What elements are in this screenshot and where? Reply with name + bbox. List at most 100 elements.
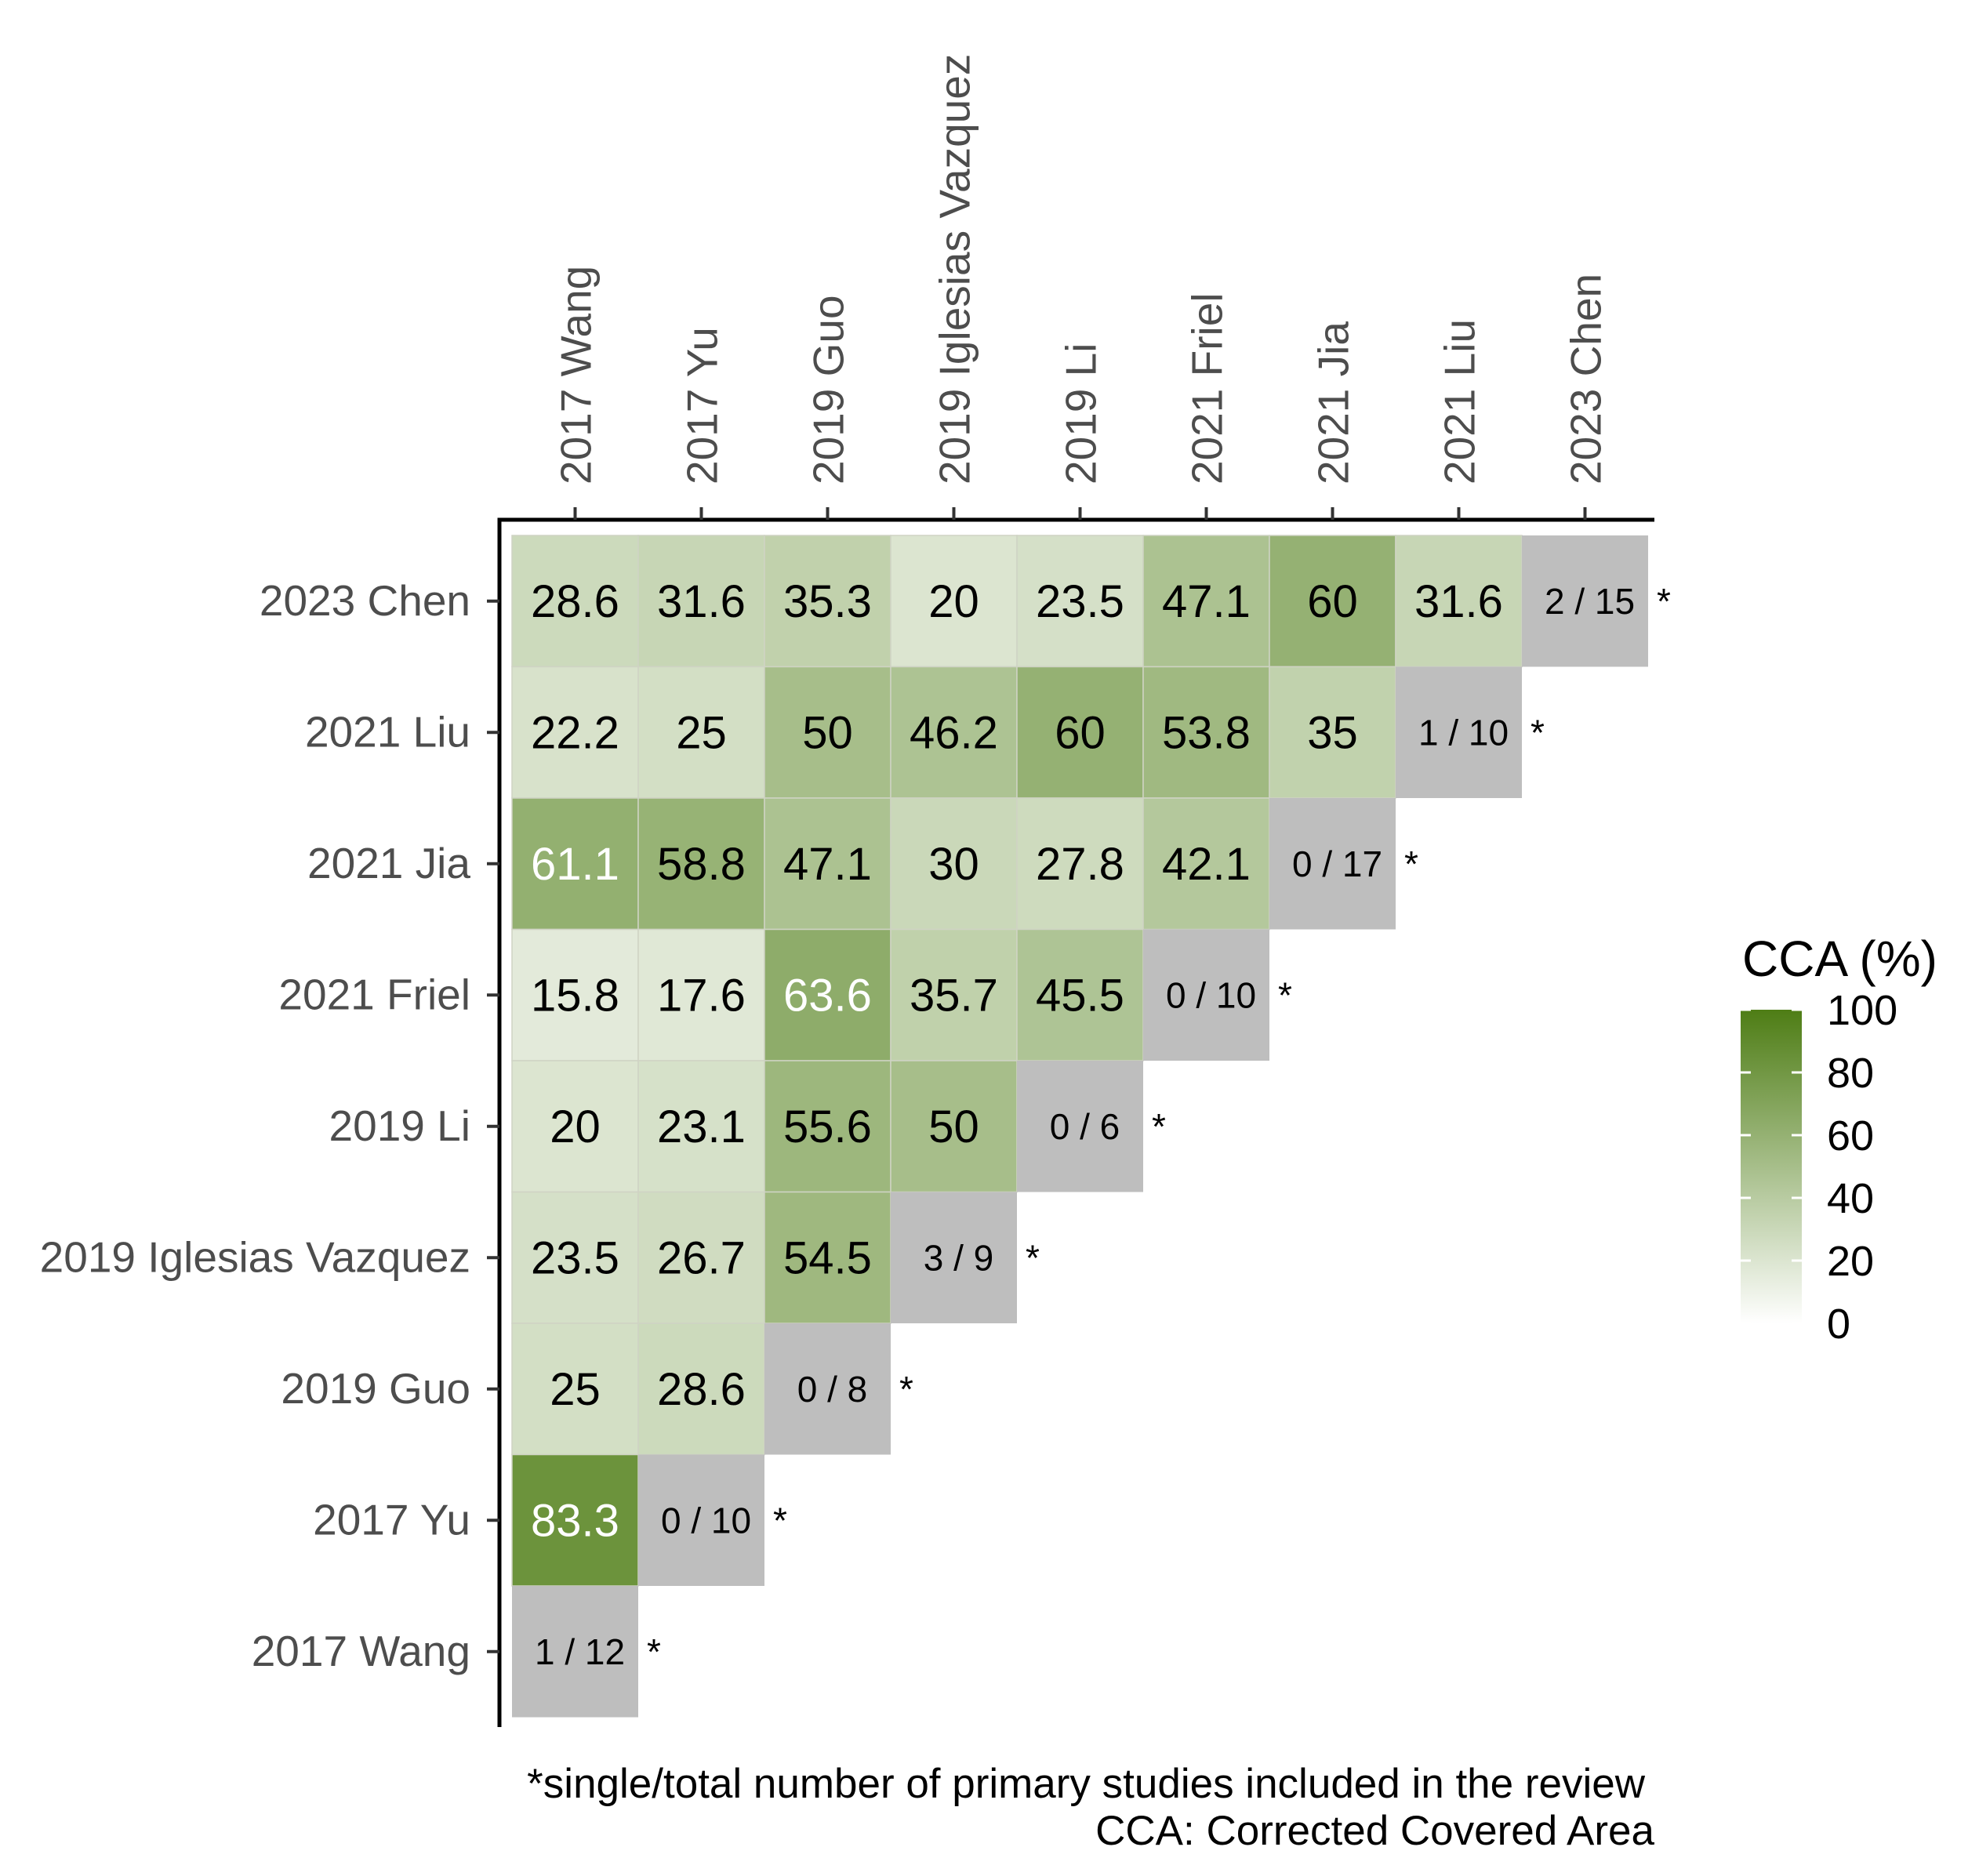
cell-value-label: 35.3 bbox=[783, 576, 872, 627]
y-tick-label: 2019 Iglesias Vazquez bbox=[40, 1232, 470, 1281]
diagonal-count-label: 0 / 17 bbox=[1292, 844, 1382, 884]
diagonal-asterisk: * bbox=[1404, 844, 1418, 884]
heatmap-cell bbox=[511, 928, 639, 1061]
heatmap-cell bbox=[764, 928, 891, 1061]
x-tick-label: 2017 Wang bbox=[552, 266, 601, 484]
heatmap-cell bbox=[511, 1323, 639, 1456]
heatmap-cell bbox=[511, 535, 639, 668]
legend-tick-label: 60 bbox=[1827, 1112, 1874, 1159]
diagonal-asterisk: * bbox=[647, 1631, 661, 1672]
diagonal-asterisk: * bbox=[1026, 1237, 1040, 1278]
heatmap-cell bbox=[890, 666, 1018, 799]
heatmap-cells bbox=[511, 535, 1648, 1718]
diagonal-cell bbox=[1522, 535, 1648, 667]
diagonal-cell bbox=[638, 1454, 764, 1586]
cell-value-label: 50 bbox=[802, 707, 853, 758]
cell-value-label: 30 bbox=[928, 839, 979, 890]
heatmap-cell bbox=[637, 797, 765, 931]
cell-value-label: 27.8 bbox=[1036, 839, 1124, 890]
diagonal-count-label: 0 / 10 bbox=[1166, 974, 1256, 1015]
color-legend: CCA (%)100 80 60 40 20 0 bbox=[1741, 931, 1937, 1348]
footnotes: *single/total number of primary studies … bbox=[527, 1761, 1654, 1854]
heatmap-cell bbox=[764, 1191, 891, 1324]
cell-labels: 28.6 31.6 35.3 20 23.5 47.1 60 31.6 2 / 15 * 22.2 2… bbox=[531, 576, 1671, 1672]
cell-value-label: 50 bbox=[928, 1101, 979, 1152]
cell-value-label: 23.5 bbox=[1036, 576, 1124, 627]
diagonal-asterisk: * bbox=[899, 1369, 913, 1410]
legend-colorbar bbox=[1741, 1010, 1802, 1323]
legend-tick-label: 40 bbox=[1827, 1175, 1874, 1222]
diagonal-asterisk: * bbox=[1531, 712, 1545, 753]
cell-value-label: 60 bbox=[1055, 707, 1106, 758]
diagonal-asterisk: * bbox=[1278, 974, 1292, 1015]
cell-value-label: 42.1 bbox=[1162, 839, 1251, 890]
diagonal-count-label: 1 / 12 bbox=[535, 1631, 625, 1672]
heatmap-cell bbox=[637, 928, 765, 1061]
footnote-single-total: *single/total number of primary studies … bbox=[527, 1761, 1646, 1807]
cell-value-label: 61.1 bbox=[531, 839, 619, 890]
cell-value-label: 58.8 bbox=[657, 839, 746, 890]
diagonal-cell bbox=[1269, 798, 1396, 930]
diagonal-count-label: 2 / 15 bbox=[1545, 581, 1635, 622]
cell-value-label: 46.2 bbox=[910, 707, 998, 758]
cell-value-label: 63.6 bbox=[783, 970, 872, 1021]
diagonal-count-label: 3 / 9 bbox=[924, 1237, 994, 1278]
y-tick-label: 2023 Chen bbox=[260, 576, 470, 625]
heatmap-cell bbox=[1269, 666, 1396, 799]
cell-value-label: 20 bbox=[928, 576, 979, 627]
x-tick-label: 2019 Li bbox=[1057, 343, 1106, 484]
diagonal-cell bbox=[1396, 666, 1522, 798]
diagonal-count-label: 1 / 10 bbox=[1418, 712, 1509, 753]
y-tick-label: 2017 Yu bbox=[313, 1495, 470, 1544]
diagonal-count-label: 0 / 8 bbox=[797, 1369, 868, 1410]
x-tick-label: 2017 Yu bbox=[678, 327, 727, 484]
legend-tick-label: 0 bbox=[1827, 1301, 1850, 1348]
x-tick-label: 2019 Iglesias Vazquez bbox=[931, 54, 979, 484]
x-tick-label: 2021 Friel bbox=[1183, 292, 1232, 484]
x-tick-label: 2021 Jia bbox=[1309, 321, 1358, 484]
heatmap-cell bbox=[637, 666, 765, 799]
cell-value-label: 35 bbox=[1307, 707, 1358, 758]
diagonal-asterisk: * bbox=[1657, 581, 1671, 622]
heatmap-cell bbox=[890, 928, 1018, 1061]
cell-value-label: 22.2 bbox=[531, 707, 619, 758]
heatmap-cell bbox=[1395, 535, 1523, 668]
cell-value-label: 25 bbox=[676, 707, 727, 758]
legend-title: CCA (%) bbox=[1742, 931, 1937, 987]
heatmap-cell bbox=[637, 535, 765, 668]
heatmap-cell bbox=[511, 1060, 639, 1193]
cell-value-label: 35.7 bbox=[910, 970, 998, 1021]
heatmap-cell bbox=[511, 1453, 639, 1587]
x-tick-label: 2019 Guo bbox=[804, 295, 853, 484]
heatmap-cell bbox=[764, 535, 891, 668]
diagonal-count-label: 0 / 6 bbox=[1050, 1106, 1120, 1147]
legend-tick-label: 80 bbox=[1827, 1050, 1874, 1097]
heatmap-cell bbox=[1142, 666, 1270, 799]
diagonal-cell bbox=[1143, 929, 1269, 1061]
cell-value-label: 47.1 bbox=[1162, 576, 1251, 627]
cell-value-label: 45.5 bbox=[1036, 970, 1124, 1021]
cell-value-label: 54.5 bbox=[783, 1232, 872, 1283]
cell-value-label: 60 bbox=[1307, 576, 1358, 627]
y-tick-label: 2021 Friel bbox=[278, 970, 470, 1018]
cell-value-label: 23.1 bbox=[657, 1101, 746, 1152]
diagonal-cell bbox=[1017, 1061, 1143, 1192]
heatmap-cell bbox=[890, 535, 1018, 668]
footnote-cca-definition: CCA: Corrected Covered Area bbox=[1095, 1808, 1654, 1854]
y-tick-label: 2019 Guo bbox=[281, 1364, 470, 1413]
cell-value-label: 53.8 bbox=[1162, 707, 1251, 758]
cell-value-label: 47.1 bbox=[783, 839, 872, 890]
cell-value-label: 23.5 bbox=[531, 1232, 619, 1283]
legend-tick-label: 20 bbox=[1827, 1238, 1874, 1285]
legend-tick-label: 100 bbox=[1827, 987, 1897, 1034]
diagonal-count-label: 0 / 10 bbox=[661, 1500, 751, 1540]
cell-value-label: 31.6 bbox=[657, 576, 746, 627]
cell-value-label: 25 bbox=[550, 1364, 601, 1415]
diagonal-asterisk: * bbox=[773, 1500, 787, 1540]
heatmap-cell bbox=[1016, 797, 1144, 931]
heatmap-cell bbox=[1142, 797, 1270, 931]
heatmap-cell bbox=[764, 1060, 891, 1193]
diagonal-cell bbox=[512, 1586, 638, 1718]
diagonal-cell bbox=[764, 1323, 891, 1455]
